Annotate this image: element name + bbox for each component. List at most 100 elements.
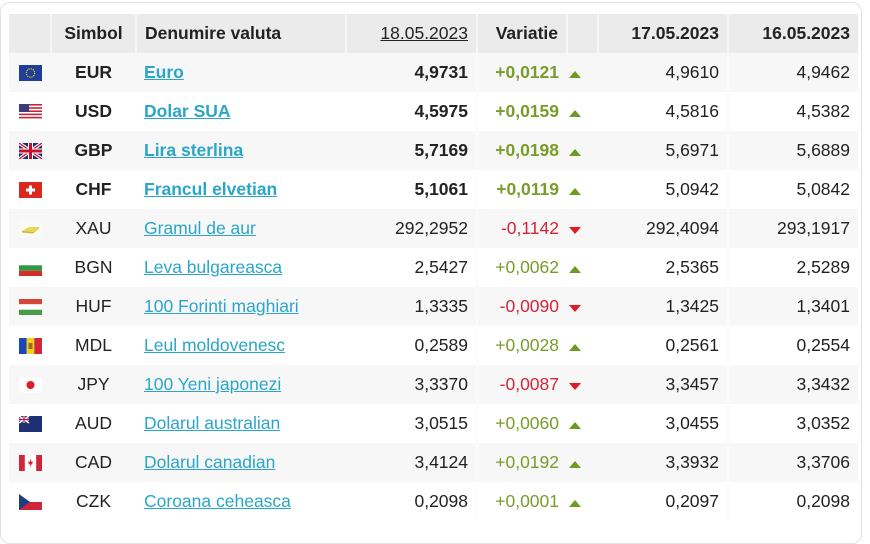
trend-cell [567,365,598,404]
bg-flag-icon [18,260,42,277]
variation-value: -0,0090 [477,287,567,326]
variation-value: +0,0060 [477,404,567,443]
rate-date-1: 1,3335 [346,287,478,326]
rate-date-2: 4,9610 [598,53,729,92]
header-date-1-label[interactable]: 18.05.2023 [380,23,468,43]
currency-symbol: CAD [51,443,136,482]
table-row: BGN Leva bulgareasca 2,5427 +0,0062 2,5365 2,… [9,248,858,287]
table-header-row: Simbol Denumire valuta 18.05.2023 Variat… [9,14,858,53]
flag-cell [9,326,51,365]
flag-cell [9,92,51,131]
exchange-rates-table: Simbol Denumire valuta 18.05.2023 Variat… [9,14,858,521]
currency-symbol: JPY [51,365,136,404]
table-row: GBP Lira sterlina 5,7169 +0,0198 5,6971 5,688… [9,131,858,170]
trend-cell [567,209,598,248]
rate-date-1: 0,2098 [346,482,478,521]
cz-flag-icon [18,494,42,511]
currency-symbol: EUR [51,53,136,92]
flag-cell [9,482,51,521]
currency-name-cell: 100 Forinti maghiari [136,287,346,326]
table-row: CZK Coroana ceheasca 0,2098 +0,0001 0,2097 0,… [9,482,858,521]
arrow-up-icon [569,344,581,351]
flag-cell [9,209,51,248]
currency-symbol: MDL [51,326,136,365]
table-row: CHF Francul elvetian 5,1061 +0,0119 5,0942 5,… [9,170,858,209]
variation-value: +0,0001 [477,482,567,521]
currency-name-link[interactable]: Leul moldovenesc [144,335,286,355]
arrow-up-icon [569,461,581,468]
header-date-3[interactable]: 16.05.2023 [728,14,858,53]
table-row: HUF 100 Forinti maghiari 1,3335 -0,0090 1,34… [9,287,858,326]
flag-cell [9,131,51,170]
rate-date-2: 0,2097 [598,482,729,521]
rate-date-3: 2,5289 [728,248,858,287]
arrow-up-icon [569,149,581,156]
rate-date-1: 5,1061 [346,170,478,209]
md-flag-icon [18,338,42,355]
header-date-2[interactable]: 17.05.2023 [598,14,729,53]
rate-date-2: 5,6971 [598,131,729,170]
arrow-down-icon [569,305,581,312]
rate-date-2: 3,3457 [598,365,729,404]
trend-cell [567,482,598,521]
flag-cell [9,443,51,482]
trend-cell [567,53,598,92]
rate-date-1: 3,0515 [346,404,478,443]
currency-name-link[interactable]: Leva bulgareasca [144,257,283,277]
trend-cell [567,326,598,365]
arrow-up-icon [569,188,581,195]
header-date-1[interactable]: 18.05.2023 [346,14,478,53]
arrow-up-icon [569,71,581,78]
variation-value: +0,0198 [477,131,567,170]
rate-date-2: 0,2561 [598,326,729,365]
table-row: CAD Dolarul canadian 3,4124 +0,0192 3,3932 3,… [9,443,858,482]
currency-name-cell: Francul elvetian [136,170,346,209]
currency-name-cell: Coroana ceheasca [136,482,346,521]
currency-name-link[interactable]: Dolarul canadian [144,452,276,472]
currency-name-link[interactable]: 100 Yeni japonezi [144,374,282,394]
currency-name-cell: Euro [136,53,346,92]
arrow-down-icon [569,383,581,390]
currency-name-link[interactable]: Dolarul australian [144,413,281,433]
rate-date-2: 1,3425 [598,287,729,326]
flag-cell [9,170,51,209]
variation-value: -0,0087 [477,365,567,404]
currency-symbol: GBP [51,131,136,170]
currency-name-link[interactable]: Lira sterlina [144,140,244,160]
currency-symbol: BGN [51,248,136,287]
variation-value: +0,0119 [477,170,567,209]
arrow-up-icon [569,110,581,117]
currency-symbol: CHF [51,170,136,209]
ca-flag-icon [18,455,42,472]
trend-cell [567,92,598,131]
gold-bar-icon [18,221,42,238]
currency-name-link[interactable]: Gramul de aur [144,218,256,238]
rate-date-1: 3,3370 [346,365,478,404]
header-currency-name[interactable]: Denumire valuta [136,14,347,53]
variation-value: +0,0028 [477,326,567,365]
arrow-up-icon [569,422,581,429]
currency-name-link[interactable]: Coroana ceheasca [144,491,291,511]
arrow-up-icon [569,266,581,273]
currency-name-link[interactable]: Francul elvetian [144,179,278,199]
currency-name-link[interactable]: Dolar SUA [144,101,231,121]
trend-cell [567,287,598,326]
ch-flag-icon [18,182,42,199]
currency-name-link[interactable]: Euro [144,62,184,82]
variation-value: -0,1142 [477,209,567,248]
table-row: EUR Euro 4,9731 +0,0121 4,9610 4,9462 [9,53,858,92]
rate-date-3: 5,0842 [728,170,858,209]
variation-value: +0,0121 [477,53,567,92]
table-row: AUD Dolarul australian 3,0515 +0,0060 3,0455… [9,404,858,443]
currency-name-cell: Dolarul canadian [136,443,346,482]
currency-name-link[interactable]: 100 Forinti maghiari [144,296,299,316]
header-symbol[interactable]: Simbol [51,14,137,53]
eu-flag-icon [18,65,42,82]
rate-date-1: 2,5427 [346,248,478,287]
arrow-up-icon [569,500,581,507]
rate-date-3: 0,2554 [728,326,858,365]
rate-date-2: 3,0455 [598,404,729,443]
header-variation[interactable]: Variatie [477,14,568,53]
jp-flag-icon [18,377,42,394]
flag-cell [9,404,51,443]
